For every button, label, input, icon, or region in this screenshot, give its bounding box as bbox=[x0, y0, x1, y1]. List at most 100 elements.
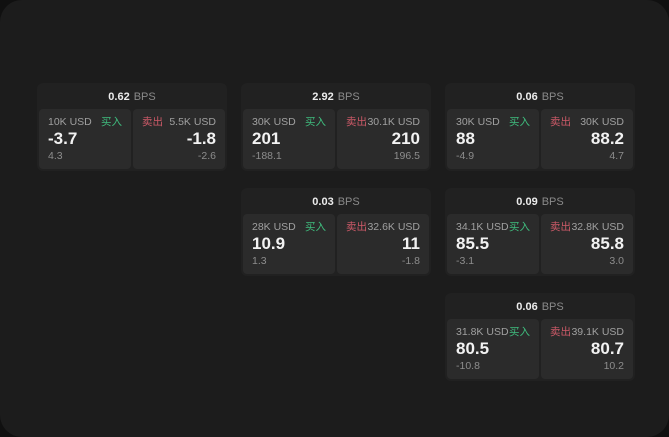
card-header: 0.06 BPS bbox=[447, 85, 633, 109]
bps-unit: BPS bbox=[541, 91, 564, 103]
buy-tile[interactable]: 31.8K USD 买入 80.5 -10.8 bbox=[447, 319, 539, 379]
buy-label: 买入 bbox=[305, 116, 326, 128]
buy-tile-top: 30K USD 买入 bbox=[252, 116, 326, 128]
quote-card: 0.09 BPS 34.1K USD 买入 85.5 -3.1 卖出 32.8K… bbox=[445, 188, 635, 276]
card-body: 30K USD 买入 201 -188.1 卖出 30.1K USD 210 1… bbox=[243, 109, 429, 169]
buy-tile[interactable]: 10K USD 买入 -3.7 4.3 bbox=[39, 109, 131, 169]
sell-price: 80.7 bbox=[590, 339, 624, 358]
buy-label: 买入 bbox=[509, 116, 530, 128]
bps-unit: BPS bbox=[541, 196, 564, 208]
card-body: 28K USD 买入 10.9 1.3 卖出 32.6K USD 11 -1.8 bbox=[243, 214, 429, 274]
bps-value: 0.03 bbox=[312, 196, 334, 208]
sell-price: 88.2 bbox=[590, 129, 624, 148]
buy-tile-top: 34.1K USD 买入 bbox=[456, 221, 530, 233]
buy-tile-top: 10K USD 买入 bbox=[48, 116, 122, 128]
buy-tile[interactable]: 34.1K USD 买入 85.5 -3.1 bbox=[447, 214, 539, 274]
buy-tile-top: 30K USD 买入 bbox=[456, 116, 530, 128]
sell-tile[interactable]: 卖出 30K USD 88.2 4.7 bbox=[541, 109, 633, 169]
sell-tile-top: 卖出 32.6K USD bbox=[346, 221, 420, 233]
buy-delta: 1.3 bbox=[252, 255, 267, 267]
sell-label: 卖出 bbox=[142, 116, 163, 128]
card-header: 0.03 BPS bbox=[243, 190, 429, 214]
sell-label: 卖出 bbox=[346, 116, 367, 128]
buy-price: 10.9 bbox=[252, 234, 286, 253]
quote-card: 0.06 BPS 31.8K USD 买入 80.5 -10.8 卖出 39.1… bbox=[445, 293, 635, 381]
sell-tile[interactable]: 卖出 5.5K USD -1.8 -2.6 bbox=[133, 109, 225, 169]
sell-tile-top: 卖出 39.1K USD bbox=[550, 326, 624, 338]
buy-tile[interactable]: 30K USD 买入 201 -188.1 bbox=[243, 109, 335, 169]
buy-tile[interactable]: 28K USD 买入 10.9 1.3 bbox=[243, 214, 335, 274]
card-header: 0.06 BPS bbox=[447, 295, 633, 319]
card-column: 0.06 BPS 30K USD 买入 88 -4.9 卖出 30K USD 8… bbox=[445, 83, 635, 381]
quote-card: 0.03 BPS 28K USD 买入 10.9 1.3 卖出 32.6K US… bbox=[241, 188, 431, 276]
buy-notional: 31.8K USD bbox=[456, 326, 509, 338]
sell-tile-top: 卖出 30K USD bbox=[550, 116, 624, 128]
card-column: 2.92 BPS 30K USD 买入 201 -188.1 卖出 30.1K … bbox=[241, 83, 431, 276]
buy-notional: 28K USD bbox=[252, 221, 296, 233]
bps-unit: BPS bbox=[541, 301, 564, 313]
buy-price: 85.5 bbox=[456, 234, 490, 253]
sell-notional: 32.8K USD bbox=[571, 221, 624, 233]
sell-tile[interactable]: 卖出 39.1K USD 80.7 10.2 bbox=[541, 319, 633, 379]
sell-label: 卖出 bbox=[346, 221, 367, 233]
bps-unit: BPS bbox=[337, 196, 360, 208]
buy-tile[interactable]: 30K USD 买入 88 -4.9 bbox=[447, 109, 539, 169]
bps-unit: BPS bbox=[337, 91, 360, 103]
sell-delta: -1.8 bbox=[401, 255, 420, 267]
buy-price: -3.7 bbox=[48, 129, 78, 148]
sell-tile-top: 卖出 5.5K USD bbox=[142, 116, 216, 128]
sell-delta: -2.6 bbox=[197, 150, 216, 162]
bps-value: 0.62 bbox=[108, 91, 130, 103]
sell-delta: 4.7 bbox=[609, 150, 624, 162]
card-header: 0.09 BPS bbox=[447, 190, 633, 214]
buy-price: 88 bbox=[456, 129, 475, 148]
buy-notional: 30K USD bbox=[252, 116, 296, 128]
bps-value: 0.09 bbox=[516, 196, 538, 208]
sell-delta: 196.5 bbox=[393, 150, 420, 162]
sell-delta: 3.0 bbox=[609, 255, 624, 267]
buy-price: 80.5 bbox=[456, 339, 490, 358]
sell-tile[interactable]: 卖出 32.6K USD 11 -1.8 bbox=[337, 214, 429, 274]
sell-delta: 10.2 bbox=[603, 360, 624, 372]
sell-notional: 32.6K USD bbox=[367, 221, 420, 233]
quote-card: 0.06 BPS 30K USD 买入 88 -4.9 卖出 30K USD 8… bbox=[445, 83, 635, 171]
buy-notional: 10K USD bbox=[48, 116, 92, 128]
sell-price: -1.8 bbox=[186, 129, 216, 148]
buy-tile-top: 28K USD 买入 bbox=[252, 221, 326, 233]
quote-card: 2.92 BPS 30K USD 买入 201 -188.1 卖出 30.1K … bbox=[241, 83, 431, 171]
buy-delta: 4.3 bbox=[48, 150, 63, 162]
sell-notional: 39.1K USD bbox=[571, 326, 624, 338]
card-header: 0.62 BPS bbox=[39, 85, 225, 109]
bps-value: 0.06 bbox=[516, 301, 538, 313]
buy-price: 201 bbox=[252, 129, 281, 148]
sell-tile-top: 卖出 30.1K USD bbox=[346, 116, 420, 128]
buy-label: 买入 bbox=[509, 326, 530, 338]
sell-notional: 30.1K USD bbox=[367, 116, 420, 128]
sell-tile[interactable]: 卖出 32.8K USD 85.8 3.0 bbox=[541, 214, 633, 274]
card-header: 2.92 BPS bbox=[243, 85, 429, 109]
sell-notional: 30K USD bbox=[580, 116, 624, 128]
sell-notional: 5.5K USD bbox=[169, 116, 216, 128]
sell-tile[interactable]: 卖出 30.1K USD 210 196.5 bbox=[337, 109, 429, 169]
buy-delta: -10.8 bbox=[456, 360, 480, 372]
buy-delta: -4.9 bbox=[456, 150, 475, 162]
bps-value: 2.92 bbox=[312, 91, 334, 103]
buy-notional: 34.1K USD bbox=[456, 221, 509, 233]
quote-card: 0.62 BPS 10K USD 买入 -3.7 4.3 卖出 5.5K USD… bbox=[37, 83, 227, 171]
card-body: 30K USD 买入 88 -4.9 卖出 30K USD 88.2 4.7 bbox=[447, 109, 633, 169]
sell-tile-top: 卖出 32.8K USD bbox=[550, 221, 624, 233]
bps-value: 0.06 bbox=[516, 91, 538, 103]
cards-grid: 0.62 BPS 10K USD 买入 -3.7 4.3 卖出 5.5K USD… bbox=[37, 83, 635, 381]
sell-price: 11 bbox=[402, 234, 420, 253]
buy-label: 买入 bbox=[305, 221, 326, 233]
buy-tile-top: 31.8K USD 买入 bbox=[456, 326, 530, 338]
buy-delta: -188.1 bbox=[252, 150, 282, 162]
sell-label: 卖出 bbox=[550, 326, 571, 338]
sell-label: 卖出 bbox=[550, 116, 571, 128]
sell-price: 210 bbox=[391, 129, 420, 148]
bps-unit: BPS bbox=[133, 91, 156, 103]
card-body: 10K USD 买入 -3.7 4.3 卖出 5.5K USD -1.8 -2.… bbox=[39, 109, 225, 169]
card-body: 31.8K USD 买入 80.5 -10.8 卖出 39.1K USD 80.… bbox=[447, 319, 633, 379]
